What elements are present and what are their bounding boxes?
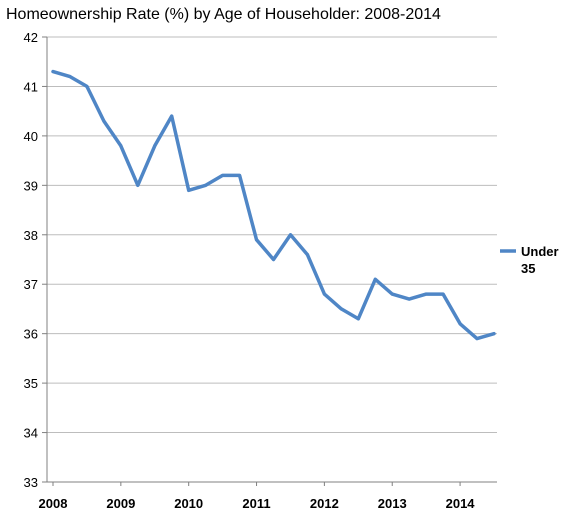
gridlines (47, 36, 497, 434)
chart-title: Homeownership Rate (%) by Age of Househo… (6, 6, 441, 23)
data-point (238, 173, 242, 177)
x-tick-label: 2011 (242, 496, 270, 511)
axes (42, 36, 497, 486)
data-point (255, 238, 259, 242)
data-point (153, 144, 157, 148)
data-point (458, 322, 462, 326)
data-point (102, 119, 106, 123)
legend-label: 35 (521, 261, 535, 276)
data-point (475, 337, 479, 341)
x-tick-label: 2014 (446, 496, 476, 511)
series-lines (51, 69, 496, 341)
y-tick-label: 34 (24, 426, 38, 441)
data-point (119, 144, 123, 148)
data-point (492, 332, 496, 336)
data-point (85, 84, 89, 88)
y-tick-label: 42 (24, 30, 38, 45)
x-tick-label: 2013 (378, 496, 407, 511)
data-point (339, 307, 343, 311)
data-point (221, 173, 225, 177)
data-point (356, 317, 360, 321)
y-tick-label: 41 (24, 79, 38, 94)
data-point (272, 258, 275, 261)
y-tick-label: 33 (24, 475, 38, 490)
data-point (136, 183, 140, 187)
y-tick-label: 35 (24, 376, 38, 391)
legend-label: Under (521, 244, 559, 259)
x-tick-label: 2010 (174, 496, 203, 511)
data-point (68, 75, 72, 79)
y-tick-label: 37 (24, 277, 38, 292)
x-axis-ticks: 2008 2009 2010 2011 2012 2013 2014 (39, 496, 476, 511)
data-point (390, 292, 394, 296)
data-point (424, 292, 428, 296)
data-point (305, 253, 309, 257)
series-line-under-35 (51, 69, 496, 341)
x-tick-label: 2008 (39, 496, 68, 511)
data-point (187, 188, 191, 192)
y-tick-label: 40 (24, 129, 38, 144)
y-tick-label: 36 (24, 327, 38, 342)
data-point (441, 292, 445, 296)
y-tick-label: 38 (24, 228, 38, 243)
x-tick-label: 2012 (310, 496, 339, 511)
data-point (322, 292, 326, 296)
y-axis-ticks: 33 34 35 36 37 38 39 40 41 42 (24, 30, 38, 490)
data-point (373, 277, 377, 281)
legend: Under 35 (500, 244, 559, 276)
data-point (170, 114, 174, 118)
y-tick-label: 39 (24, 178, 38, 193)
data-point (204, 183, 208, 187)
x-tick-label: 2009 (106, 496, 135, 511)
data-point (51, 70, 55, 74)
data-point (288, 233, 292, 237)
data-point (407, 297, 411, 301)
